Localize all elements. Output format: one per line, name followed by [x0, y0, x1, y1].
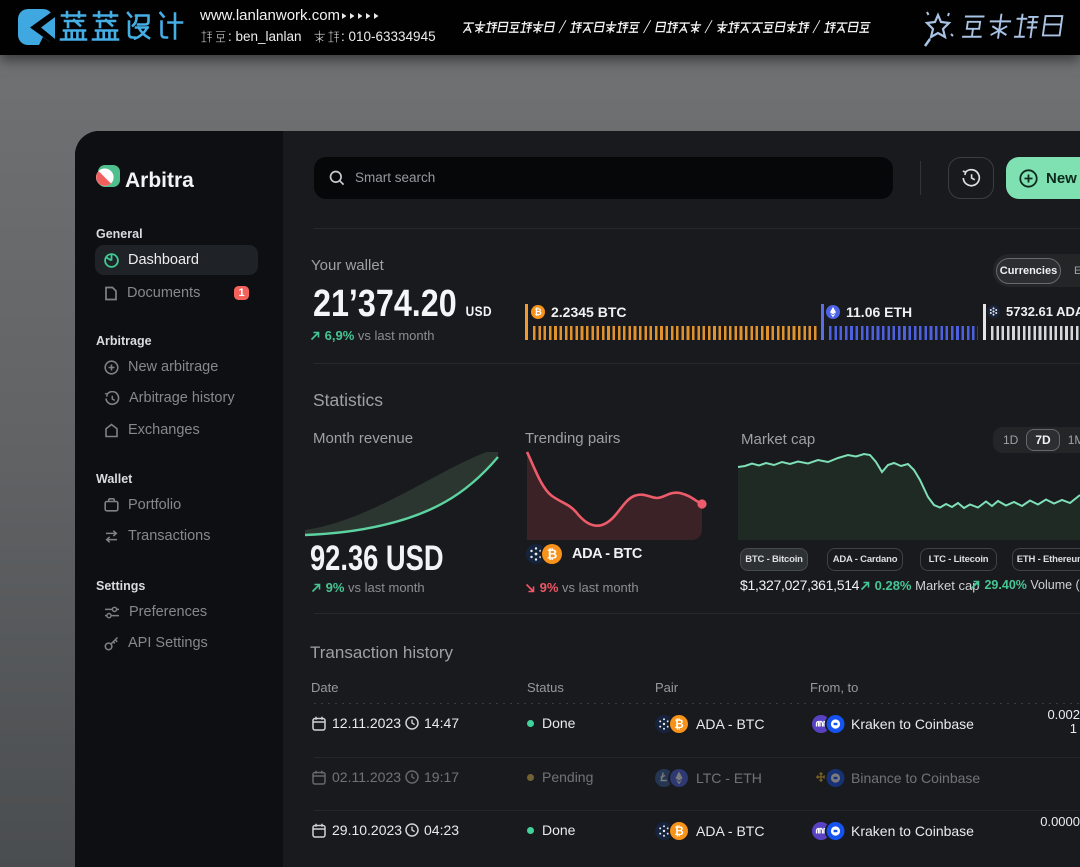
svg-text:₿: ₿ [534, 307, 541, 317]
svg-text:₿: ₿ [547, 547, 558, 562]
svg-text:₿: ₿ [674, 826, 683, 838]
svg-text:₿: ₿ [674, 719, 683, 731]
